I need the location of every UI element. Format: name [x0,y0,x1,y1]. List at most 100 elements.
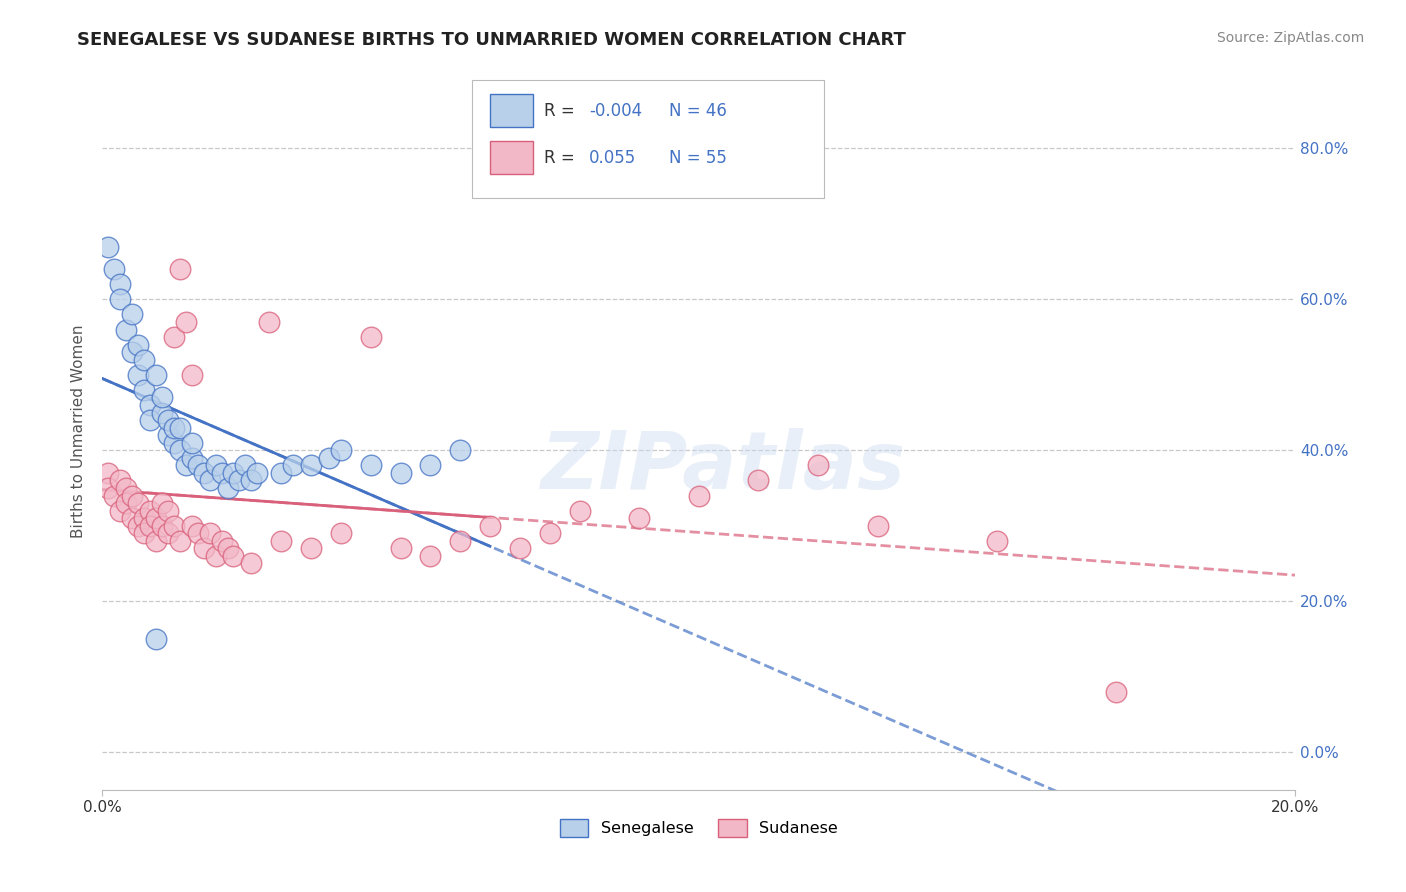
Point [145,511,167,525]
Point [121,511,143,525]
Point [169,443,191,458]
Point [115,322,138,336]
Legend: Senegalese, Sudanese: Senegalese, Sudanese [553,813,845,844]
Point [156,503,179,517]
Point [389,541,412,556]
Point [217,541,239,556]
Point [180,450,202,465]
Point [132,352,155,367]
Point [204,549,226,563]
Point [115,481,138,495]
Point [139,518,162,533]
Point [180,368,202,382]
Point [163,420,186,434]
Point [121,489,143,503]
Point [222,549,245,563]
Point [259,315,281,329]
Point [235,458,257,473]
Point [127,496,149,510]
Text: SENEGALESE VS SUDANESE BIRTHS TO UNMARRIED WOMEN CORRELATION CHART: SENEGALESE VS SUDANESE BIRTHS TO UNMARRI… [77,31,907,49]
Point [240,557,263,571]
Point [187,526,209,541]
Point [329,443,352,458]
Point [139,503,162,517]
Point [688,489,710,503]
Point [169,262,191,277]
Point [198,526,221,541]
Point [866,518,889,533]
Point [156,428,179,442]
Point [240,474,263,488]
Point [103,489,125,503]
Point [97,481,120,495]
Point [1105,684,1128,698]
Point [127,518,149,533]
Text: R =: R = [544,102,579,120]
Point [150,405,173,419]
Point [127,368,149,382]
Point [121,345,143,359]
Point [127,337,149,351]
Point [108,277,131,292]
Point [97,466,120,480]
Point [538,526,561,541]
Point [132,526,155,541]
Point [145,632,167,646]
Point [132,383,155,397]
Point [150,518,173,533]
Point [163,435,186,450]
Point [389,466,412,480]
Point [329,526,352,541]
Point [299,541,322,556]
Point [211,533,233,548]
Y-axis label: Births to Unmarried Women: Births to Unmarried Women [72,325,86,538]
Point [97,239,120,253]
Point [568,503,591,517]
Point [139,413,162,427]
Point [217,481,239,495]
Point [360,458,382,473]
Point [174,315,197,329]
Point [163,518,186,533]
Point [747,474,769,488]
Point [419,458,441,473]
Point [108,293,131,307]
Point [211,466,233,480]
Point [174,458,197,473]
Point [121,308,143,322]
FancyBboxPatch shape [491,95,533,128]
Text: -0.004: -0.004 [589,102,643,120]
Point [145,533,167,548]
Point [108,503,131,517]
Point [228,474,250,488]
Point [299,458,322,473]
FancyBboxPatch shape [472,80,824,198]
Point [156,526,179,541]
Point [360,330,382,344]
Point [169,533,191,548]
FancyBboxPatch shape [491,141,533,174]
Point [132,511,155,525]
Point [807,458,830,473]
Point [449,443,471,458]
Point [180,518,202,533]
Text: ZIPatlas: ZIPatlas [540,428,905,507]
Point [246,466,269,480]
Point [115,496,138,510]
Point [187,458,209,473]
Point [419,549,441,563]
Point [169,420,191,434]
Text: N = 46: N = 46 [669,102,727,120]
Text: 0.055: 0.055 [589,149,637,167]
Point [318,450,340,465]
Point [509,541,531,556]
Point [281,458,304,473]
Point [986,533,1008,548]
Point [193,466,215,480]
Point [222,466,245,480]
Point [198,474,221,488]
Point [270,533,292,548]
Point [145,368,167,382]
Point [628,511,651,525]
Text: R =: R = [544,149,579,167]
